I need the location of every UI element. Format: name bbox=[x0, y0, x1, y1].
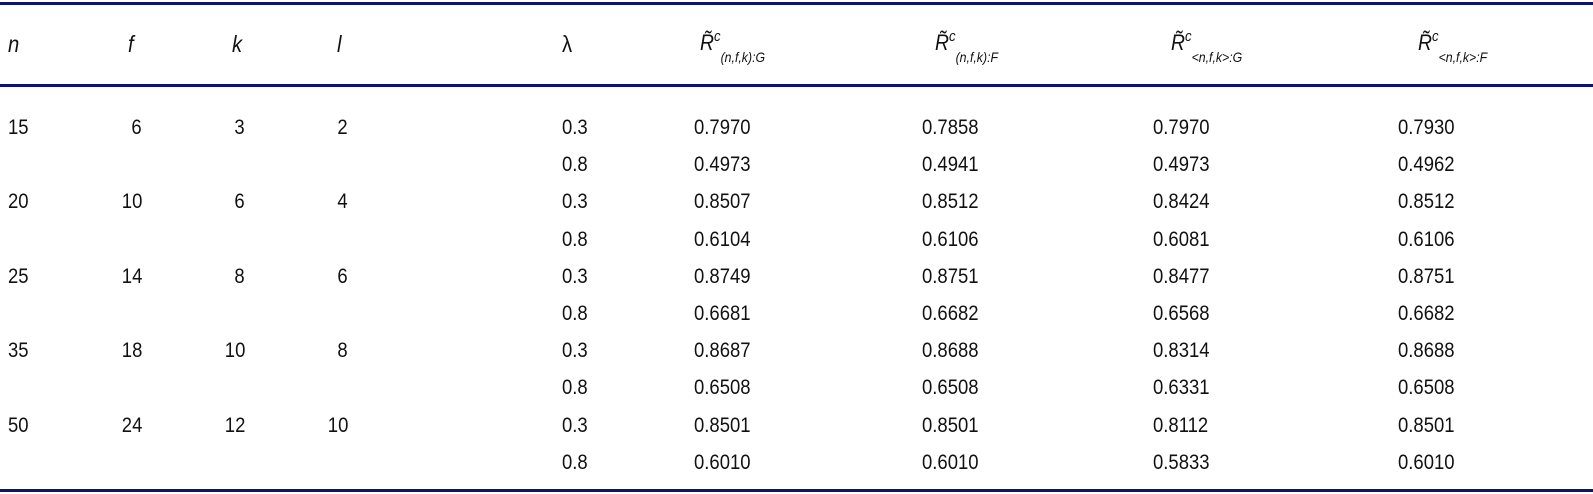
cell-k: 10 bbox=[224, 339, 245, 363]
cell-value: 0.8424 bbox=[1153, 190, 1210, 214]
cell-n: 35 bbox=[8, 339, 29, 363]
header-subscript: <n,f,k>:F bbox=[1438, 49, 1488, 65]
cell-value: 0.8512 bbox=[1398, 190, 1455, 214]
cell-f: 18 bbox=[121, 339, 142, 363]
cell-value: 0.7970 bbox=[1153, 116, 1210, 139]
cell-n: 15 bbox=[8, 116, 29, 139]
cell-value: 0.6106 bbox=[1398, 227, 1455, 251]
cell-value: 0.8688 bbox=[1398, 339, 1455, 363]
cell-value: 0.6010 bbox=[1398, 450, 1455, 474]
cell-value: 0.6681 bbox=[694, 302, 751, 325]
cell-l: 4 bbox=[337, 190, 348, 214]
cell-lambda: 0.8 bbox=[562, 153, 588, 177]
cell-l: 6 bbox=[337, 264, 348, 288]
cell-value: 0.8512 bbox=[922, 190, 979, 214]
cell-f: 10 bbox=[121, 190, 142, 214]
header-base: R̃ bbox=[1171, 30, 1185, 55]
cell-value: 0.6508 bbox=[694, 376, 751, 400]
header-subscript: (n,f,k):F bbox=[955, 49, 999, 65]
cell-value: 0.6508 bbox=[922, 376, 979, 400]
cell-value: 0.5833 bbox=[1153, 450, 1210, 474]
header-superscript: c bbox=[1184, 28, 1192, 45]
header-superscript: c bbox=[713, 28, 721, 45]
header-lambda: λ bbox=[562, 31, 573, 57]
cell-l: 10 bbox=[327, 413, 348, 437]
cell-value: 0.6331 bbox=[1153, 376, 1210, 400]
cell-k: 8 bbox=[234, 264, 245, 288]
cell-value: 0.4941 bbox=[922, 153, 979, 177]
cell-value: 0.8751 bbox=[922, 264, 979, 288]
cell-f: 14 bbox=[121, 264, 142, 288]
cell-f: 24 bbox=[121, 413, 142, 437]
header-l: l bbox=[337, 31, 342, 57]
cell-value: 0.6682 bbox=[1398, 302, 1455, 325]
cell-lambda: 0.3 bbox=[562, 264, 588, 288]
cell-value: 0.8112 bbox=[1153, 413, 1209, 437]
cell-l: 8 bbox=[337, 339, 348, 363]
cell-n: 50 bbox=[8, 413, 29, 437]
cell-value: 0.4973 bbox=[694, 153, 751, 177]
cell-value: 0.6682 bbox=[922, 302, 979, 325]
cell-value: 0.8501 bbox=[694, 413, 751, 437]
cell-value: 0.7858 bbox=[922, 116, 979, 139]
cell-f: 6 bbox=[131, 116, 142, 139]
cell-lambda: 0.8 bbox=[562, 302, 588, 325]
header-subscript: (n,f,k):G bbox=[720, 49, 766, 65]
cell-value: 0.8749 bbox=[694, 264, 751, 288]
header-rule bbox=[0, 84, 1593, 87]
cell-value: 0.6081 bbox=[1153, 227, 1210, 251]
header-rc-angle-nfk-g: R̃c <n,f,k>:G bbox=[1171, 28, 1242, 65]
cell-value: 0.8314 bbox=[1153, 339, 1210, 363]
cell-value: 0.6106 bbox=[922, 227, 979, 251]
cell-k: 12 bbox=[224, 413, 245, 437]
cell-n: 25 bbox=[8, 264, 29, 288]
cell-value: 0.8688 bbox=[922, 339, 979, 363]
header-k: k bbox=[232, 31, 243, 57]
cell-lambda: 0.8 bbox=[562, 227, 588, 251]
top-rule bbox=[0, 2, 1593, 5]
cell-value: 0.8501 bbox=[922, 413, 979, 437]
header-base: R̃ bbox=[1418, 30, 1432, 55]
cell-value: 0.8501 bbox=[1398, 413, 1455, 437]
cell-lambda: 0.3 bbox=[562, 339, 588, 363]
cell-value: 0.6508 bbox=[1398, 376, 1455, 400]
bottom-rule bbox=[0, 489, 1593, 492]
cell-l: 2 bbox=[337, 116, 348, 139]
cell-value: 0.8751 bbox=[1398, 264, 1455, 288]
header-subscript: <n,f,k>:G bbox=[1191, 49, 1243, 65]
header-f: f bbox=[128, 31, 134, 57]
header-base: R̃ bbox=[700, 30, 714, 55]
cell-value: 0.8477 bbox=[1153, 264, 1210, 288]
cell-k: 6 bbox=[234, 190, 245, 214]
cell-value: 0.6104 bbox=[694, 227, 751, 251]
header-n: n bbox=[8, 31, 20, 57]
cell-k: 3 bbox=[234, 116, 245, 139]
cell-value: 0.6010 bbox=[694, 450, 751, 474]
cell-lambda: 0.3 bbox=[562, 413, 588, 437]
cell-lambda: 0.8 bbox=[562, 376, 588, 400]
header-superscript: c bbox=[948, 28, 956, 45]
cell-value: 0.8687 bbox=[694, 339, 751, 363]
cell-n: 20 bbox=[8, 190, 29, 214]
cell-value: 0.7930 bbox=[1398, 116, 1455, 139]
header-rc-nfk-g: R̃c (n,f,k):G bbox=[700, 28, 765, 65]
cell-value: 0.8507 bbox=[694, 190, 751, 214]
cell-lambda: 0.3 bbox=[562, 190, 588, 214]
cell-value: 0.6568 bbox=[1153, 302, 1210, 325]
header-superscript: c bbox=[1431, 28, 1439, 45]
cell-lambda: 0.8 bbox=[562, 450, 588, 474]
header-rc-angle-nfk-f: R̃c <n,f,k>:F bbox=[1418, 28, 1487, 65]
header-rc-nfk-f: R̃c (n,f,k):F bbox=[935, 28, 998, 65]
cell-value: 0.4962 bbox=[1398, 153, 1455, 177]
cell-lambda: 0.3 bbox=[562, 116, 588, 139]
cell-value: 0.6010 bbox=[922, 450, 979, 474]
cell-value: 0.7970 bbox=[694, 116, 751, 139]
cell-value: 0.4973 bbox=[1153, 153, 1210, 177]
header-base: R̃ bbox=[935, 30, 949, 55]
